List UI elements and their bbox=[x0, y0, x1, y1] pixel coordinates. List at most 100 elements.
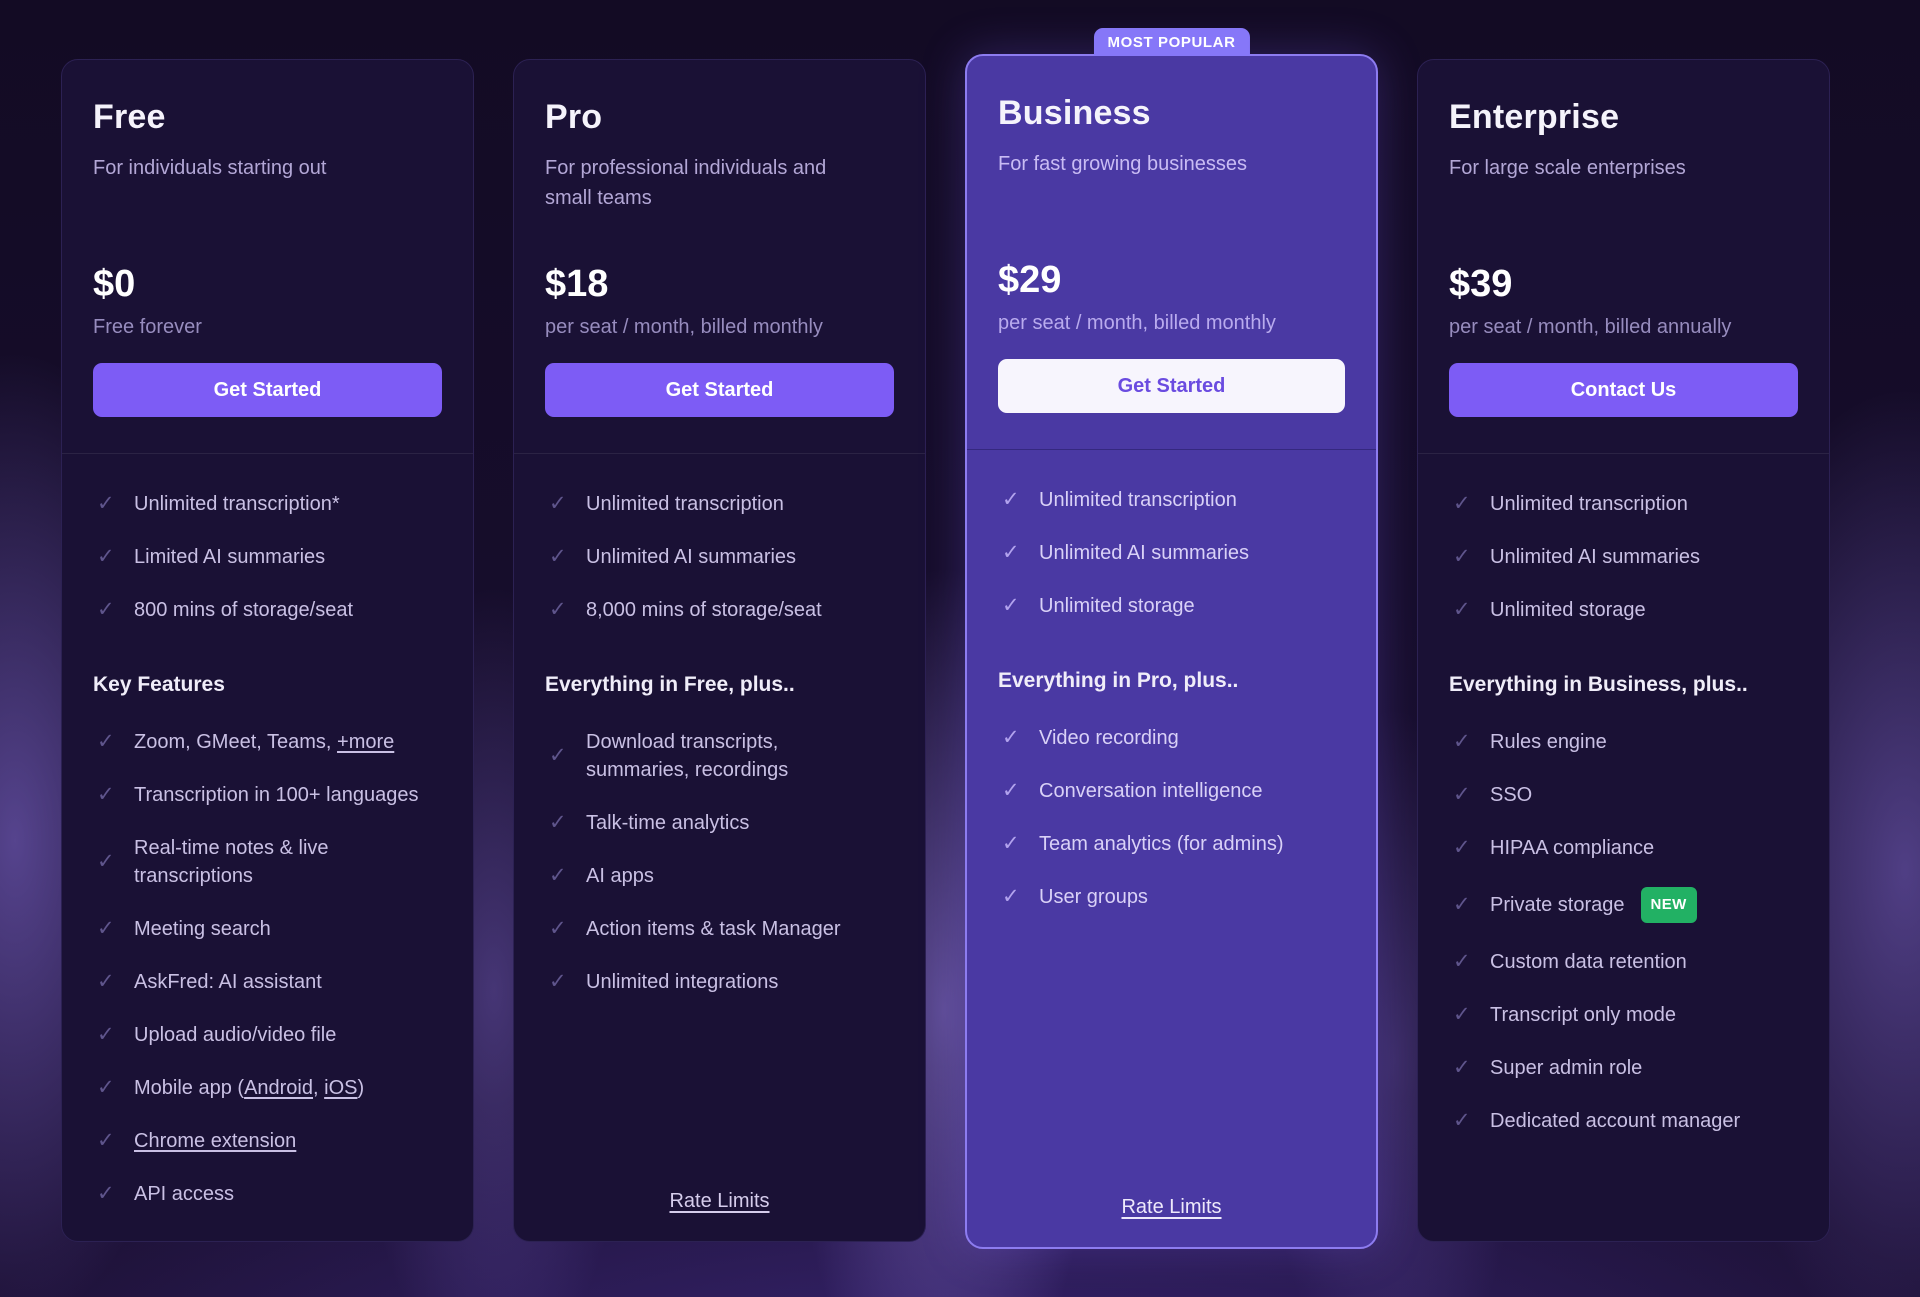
most-popular-badge: MOST POPULAR bbox=[1093, 28, 1250, 56]
feature-label: Real-time notes & live transcriptions bbox=[134, 837, 329, 887]
section-title: Everything in Free, plus.. bbox=[545, 673, 795, 696]
feature-text: Zoom, GMeet, Teams, bbox=[134, 731, 338, 753]
feature-label: HIPAA compliance bbox=[1490, 837, 1655, 859]
check-icon: ✓ bbox=[549, 492, 567, 515]
plan-price: $29 bbox=[998, 259, 1062, 301]
rate-limits-link[interactable]: Rate Limits bbox=[1121, 1196, 1222, 1218]
plan-price: $18 bbox=[545, 263, 609, 305]
check-icon: ✓ bbox=[549, 970, 567, 993]
check-icon: ✓ bbox=[549, 917, 567, 940]
price-note: per seat / month, billed monthly bbox=[545, 316, 823, 338]
feature-item: ✓ Chrome extension bbox=[93, 1127, 442, 1155]
plan-description: For individuals starting out bbox=[93, 157, 327, 179]
feature-item: ✓ Video recording bbox=[998, 724, 1345, 752]
get-started-button[interactable]: Get Started bbox=[545, 363, 894, 417]
card-footer: Rate Limits bbox=[545, 1190, 894, 1213]
feature-list: ✓ Download transcripts, summaries, record… bbox=[545, 728, 894, 996]
price-group: $18 per seat / month, billed monthly Get… bbox=[545, 263, 894, 453]
feature-label: AskFred: AI assistant bbox=[134, 971, 322, 993]
feature-item: ✓ Limited AI summaries bbox=[93, 543, 442, 571]
feature-item: ✓ HIPAA compliance bbox=[1449, 834, 1798, 862]
price-note: per seat / month, billed monthly bbox=[998, 312, 1276, 334]
feature-label: Rules engine bbox=[1490, 731, 1607, 753]
check-icon: ✓ bbox=[1002, 832, 1020, 855]
check-icon: ✓ bbox=[1453, 1109, 1471, 1132]
feature-item: ✓ Unlimited transcription bbox=[998, 486, 1345, 514]
plan-title: Enterprise bbox=[1449, 98, 1620, 136]
chrome-extension-link[interactable]: Chrome extension bbox=[134, 1130, 297, 1152]
check-icon: ✓ bbox=[97, 1023, 115, 1046]
feature-item: ✓ Unlimited integrations bbox=[545, 968, 894, 996]
price-group: $0 Free forever Get Started bbox=[93, 263, 442, 453]
feature-item: ✓ Unlimited AI summaries bbox=[1449, 543, 1798, 571]
feature-label: Transcript only mode bbox=[1490, 1004, 1676, 1026]
feature-item: ✓ Action items & task Manager bbox=[545, 915, 894, 943]
price-group: $39 per seat / month, billed annually Co… bbox=[1449, 263, 1798, 453]
get-started-button[interactable]: Get Started bbox=[93, 363, 442, 417]
card-body: ✓ Unlimited transcription ✓ Unlimited AI s… bbox=[967, 450, 1376, 1247]
plan-title: Business bbox=[998, 94, 1151, 132]
card-body: ✓ Unlimited transcription ✓ Unlimited AI s… bbox=[514, 454, 925, 1241]
check-icon: ✓ bbox=[549, 598, 567, 621]
feature-item: ✓ Unlimited AI summaries bbox=[998, 539, 1345, 567]
card-footer: Rate Limits bbox=[998, 1196, 1345, 1219]
check-icon: ✓ bbox=[97, 970, 115, 993]
feature-label: 8,000 mins of storage/seat bbox=[586, 599, 822, 621]
feature-label: Team analytics (for admins) bbox=[1039, 833, 1284, 855]
feature-label: Conversation intelligence bbox=[1039, 780, 1263, 802]
more-link[interactable]: +more bbox=[337, 731, 395, 753]
feature-item: ✓ Conversation intelligence bbox=[998, 777, 1345, 805]
check-icon: ✓ bbox=[97, 1129, 115, 1152]
divider bbox=[1418, 453, 1829, 454]
feature-label: Mobile app (Android, iOS) bbox=[134, 1074, 364, 1102]
check-icon: ✓ bbox=[549, 864, 567, 887]
feature-label: 800 mins of storage/seat bbox=[134, 599, 354, 621]
check-icon: ✓ bbox=[1453, 492, 1471, 515]
feature-item: ✓ Talk-time analytics bbox=[545, 809, 894, 837]
feature-item: ✓ Unlimited transcription bbox=[545, 490, 894, 518]
ios-link[interactable]: iOS bbox=[324, 1077, 358, 1099]
feature-label: Talk-time analytics bbox=[586, 812, 750, 834]
feature-label: Unlimited integrations bbox=[586, 971, 779, 993]
plan-title: Pro bbox=[545, 98, 603, 136]
feature-item: ✓ Dedicated account manager bbox=[1449, 1107, 1798, 1135]
feature-label: Unlimited transcription bbox=[1490, 493, 1688, 515]
feature-item: ✓ AskFred: AI assistant bbox=[93, 968, 442, 996]
feature-list: ✓ Video recording ✓ Conversation intellige… bbox=[998, 724, 1345, 911]
section-title: Everything in Business, plus.. bbox=[1449, 673, 1748, 696]
check-icon: ✓ bbox=[1453, 950, 1471, 973]
check-icon: ✓ bbox=[549, 744, 567, 767]
section-title: Key Features bbox=[93, 673, 225, 696]
feature-item: ✓ Mobile app (Android, iOS) bbox=[93, 1074, 442, 1102]
plan-card-enterprise: Enterprise For large scale enterprises $… bbox=[1417, 59, 1830, 1242]
feature-label: SSO bbox=[1490, 784, 1533, 806]
feature-label: Super admin role bbox=[1490, 1057, 1643, 1079]
plan-price: $39 bbox=[1449, 263, 1513, 305]
plan-description: For professional individuals and small t… bbox=[545, 157, 827, 209]
contact-us-button[interactable]: Contact Us bbox=[1449, 363, 1798, 417]
feature-list: ✓ Zoom, GMeet, Teams, +more ✓ Transcriptio… bbox=[93, 728, 442, 1208]
feature-text: Private storage bbox=[1490, 894, 1625, 916]
divider bbox=[62, 453, 473, 454]
android-link[interactable]: Android bbox=[244, 1077, 313, 1099]
feature-label: Download transcripts, summaries, recordi… bbox=[586, 731, 789, 781]
feature-item: ✓ Zoom, GMeet, Teams, +more bbox=[93, 728, 442, 756]
get-started-button[interactable]: Get Started bbox=[998, 359, 1345, 413]
feature-label: Limited AI summaries bbox=[134, 546, 326, 568]
feature-item: ✓ Rules engine bbox=[1449, 728, 1798, 756]
check-icon: ✓ bbox=[1002, 541, 1020, 564]
feature-label: User groups bbox=[1039, 886, 1148, 908]
feature-label: AI apps bbox=[586, 865, 654, 887]
feature-label: Private storage NEW bbox=[1490, 887, 1697, 923]
feature-label: Unlimited transcription bbox=[586, 493, 784, 515]
section-title: Everything in Pro, plus.. bbox=[998, 669, 1239, 692]
feature-item: ✓ 8,000 mins of storage/seat bbox=[545, 596, 894, 624]
check-icon: ✓ bbox=[97, 730, 115, 753]
check-icon: ✓ bbox=[97, 492, 115, 515]
feature-item: ✓ Unlimited transcription* bbox=[93, 490, 442, 518]
feature-label: Video recording bbox=[1039, 727, 1179, 749]
feature-item: ✓ Super admin role bbox=[1449, 1054, 1798, 1082]
rate-limits-link[interactable]: Rate Limits bbox=[669, 1190, 770, 1212]
feature-item: ✓ Transcription in 100+ languages bbox=[93, 781, 442, 809]
feature-item: ✓ Custom data retention bbox=[1449, 948, 1798, 976]
